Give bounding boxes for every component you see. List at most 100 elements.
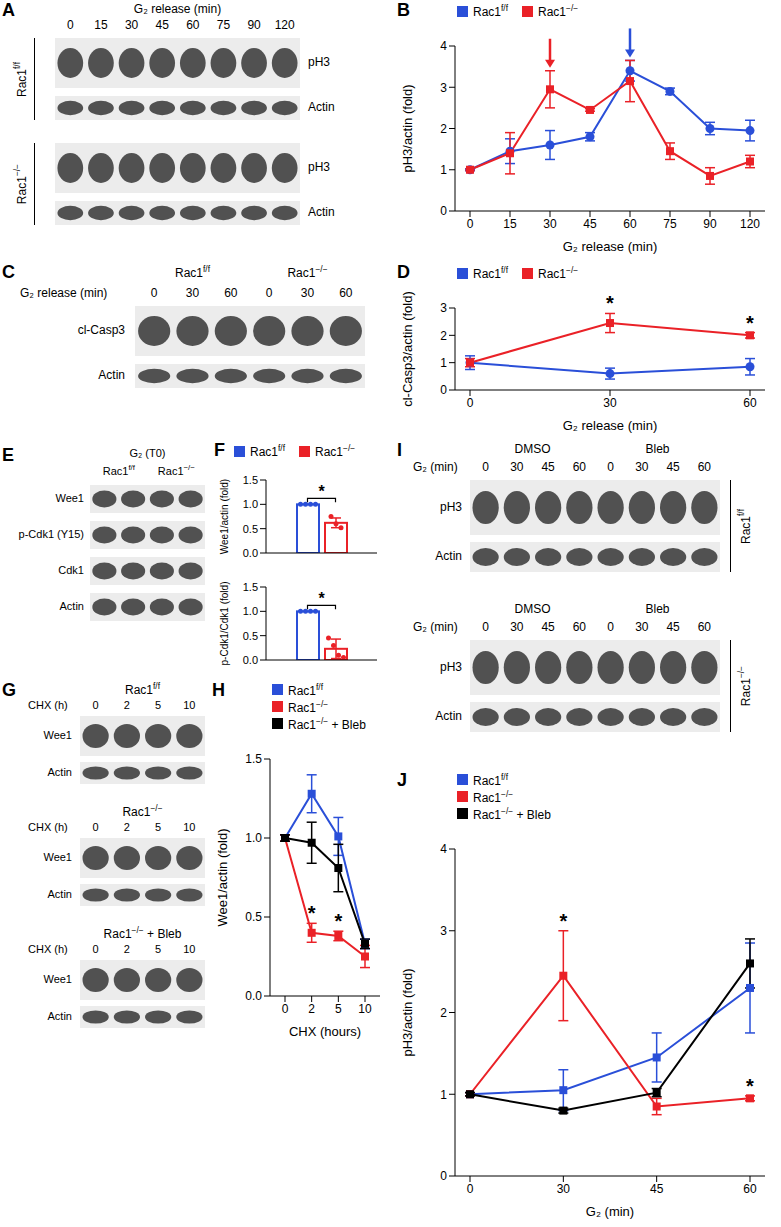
svg-text:1.5: 1.5 [245, 752, 262, 766]
svg-text:3: 3 [440, 81, 447, 95]
svg-text:3: 3 [440, 301, 447, 315]
html-text:Rac1: Rac1 [15, 68, 29, 97]
svg-text:2: 2 [440, 329, 447, 343]
svg-text:*: * [746, 1075, 754, 1097]
html-text:Rac1−/−: Rac1−/− [473, 788, 514, 805]
svg-text:Wee1/actin (fold): Wee1/actin (fold) [215, 828, 230, 926]
html-text:Actin: Actin [308, 205, 335, 219]
svg-text:2: 2 [308, 1002, 315, 1016]
svg-text:10: 10 [358, 1002, 372, 1016]
svg-text:15: 15 [503, 217, 517, 231]
html-text:120: 120 [274, 18, 295, 32]
html-text:Rac1f/f: Rac1f/f [288, 681, 323, 698]
html-text:Rac1−/−+ Bleb: Rac1−/−+ Bleb [103, 925, 182, 941]
svg-text:0.0: 0.0 [245, 989, 262, 1003]
svg-text:0: 0 [467, 396, 474, 410]
svg-text:1.5: 1.5 [243, 581, 258, 593]
html-text:15: 15 [94, 18, 108, 32]
html-text:Rac1−/−+ Bleb: Rac1−/−+ Bleb [288, 715, 366, 732]
svg-text:*: * [559, 910, 567, 932]
html-text:45: 45 [155, 18, 169, 32]
svg-text:30: 30 [543, 217, 557, 231]
html-text:90: 90 [247, 18, 261, 32]
svg-text:pH3/actin (fold): pH3/actin (fold) [400, 84, 415, 172]
html-text:30: 30 [185, 286, 200, 300]
svg-text:4: 4 [440, 39, 447, 53]
html-text:pH3: pH3 [308, 55, 330, 69]
html-text:75: 75 [216, 18, 231, 32]
svg-text:60: 60 [743, 396, 757, 410]
html-text:pH3: pH3 [308, 160, 330, 174]
svg-text:1: 1 [440, 1088, 447, 1102]
svg-text:0.5: 0.5 [243, 523, 258, 535]
html-text:Actin: Actin [308, 100, 335, 114]
svg-text:4: 4 [440, 842, 447, 856]
svg-text:*: * [318, 590, 325, 607]
svg-text:G₂ release (min): G₂ release (min) [563, 418, 658, 433]
svg-text:120: 120 [740, 217, 760, 231]
svg-text:0: 0 [440, 204, 447, 218]
html-text:30: 30 [124, 18, 139, 32]
svg-text:30: 30 [557, 1182, 571, 1196]
svg-text:1: 1 [440, 163, 447, 177]
html-text:Rac1−/−+ Bleb: Rac1−/−+ Bleb [473, 805, 551, 822]
html-text:Rac1−/−: Rac1−/− [315, 443, 356, 459]
html-text:pH3: pH3 [440, 659, 462, 674]
html-text:60: 60 [186, 18, 200, 32]
svg-text:Wee1/actin (fold): Wee1/actin (fold) [219, 479, 230, 554]
html-text:Rac1−/−: Rac1−/− [287, 264, 328, 280]
svg-text:60: 60 [623, 217, 637, 231]
svg-text:60: 60 [743, 1182, 757, 1196]
html-text:pH3: pH3 [440, 499, 462, 514]
svg-text:45: 45 [583, 217, 597, 231]
html-text:Rac1f/f: Rac1f/f [125, 681, 160, 697]
svg-text:0.0: 0.0 [243, 654, 258, 666]
svg-text:0: 0 [467, 1182, 474, 1196]
svg-text:p-Cdk1/Cdk1 (fold): p-Cdk1/Cdk1 (fold) [219, 582, 230, 666]
html-text:Rac1−/−: Rac1−/− [288, 698, 329, 715]
html-text:30: 30 [300, 286, 315, 300]
svg-text:*: * [746, 312, 754, 334]
svg-text:0: 0 [440, 383, 447, 397]
svg-text:cl-Casp3/actin (fold): cl-Casp3/actin (fold) [400, 291, 415, 407]
svg-text:0.0: 0.0 [243, 547, 258, 559]
html-text:60: 60 [224, 286, 238, 300]
svg-text:*: * [334, 910, 342, 932]
svg-text:CHX (hours): CHX (hours) [289, 1024, 361, 1039]
svg-text:75: 75 [663, 217, 677, 231]
html-text:G₂ release (min): G₂ release (min) [133, 2, 222, 16]
svg-text:*: * [318, 483, 325, 500]
html-text:Rac1f/f: Rac1f/f [473, 3, 508, 19]
svg-text:0: 0 [282, 1002, 289, 1016]
svg-text:0: 0 [440, 1169, 447, 1183]
svg-text:G₂ release (min): G₂ release (min) [563, 239, 658, 254]
html-text:Rac1f/f: Rac1f/f [473, 771, 508, 788]
svg-text:2: 2 [440, 122, 447, 136]
svg-text:G₂ (min): G₂ (min) [586, 1204, 634, 1219]
svg-text:*: * [308, 902, 316, 924]
svg-text:1.0: 1.0 [243, 498, 258, 510]
html-text:Rac1−/−: Rac1−/− [538, 3, 579, 19]
svg-text:2: 2 [440, 1006, 447, 1020]
svg-text:0.5: 0.5 [243, 630, 258, 642]
svg-text:90: 90 [703, 217, 717, 231]
html-text:Rac1f/f: Rac1f/f [175, 264, 210, 280]
svg-text:0.5: 0.5 [245, 910, 262, 924]
svg-text:30: 30 [603, 396, 617, 410]
svg-text:1: 1 [440, 356, 447, 370]
html-text:Rac1−/−: Rac1−/− [122, 803, 163, 819]
svg-text:3: 3 [440, 924, 447, 938]
html-text:Rac1f/f: Rac1f/f [473, 265, 508, 281]
html-text:Rac1−/−: Rac1−/− [538, 265, 579, 281]
svg-text:*: * [606, 292, 614, 314]
html-text:Rac1: Rac1 [15, 176, 29, 205]
svg-text:1.5: 1.5 [243, 474, 258, 486]
svg-text:45: 45 [650, 1182, 664, 1196]
html-text:G₂ release (min): G₂ release (min) [20, 286, 108, 300]
svg-text:5: 5 [335, 1002, 342, 1016]
svg-text:0: 0 [467, 217, 474, 231]
svg-text:1.0: 1.0 [245, 831, 262, 845]
html-text:Rac1f/f: Rac1f/f [250, 443, 285, 459]
svg-text:pH3/actin (fold): pH3/actin (fold) [400, 968, 415, 1056]
svg-text:1.0: 1.0 [243, 605, 258, 617]
